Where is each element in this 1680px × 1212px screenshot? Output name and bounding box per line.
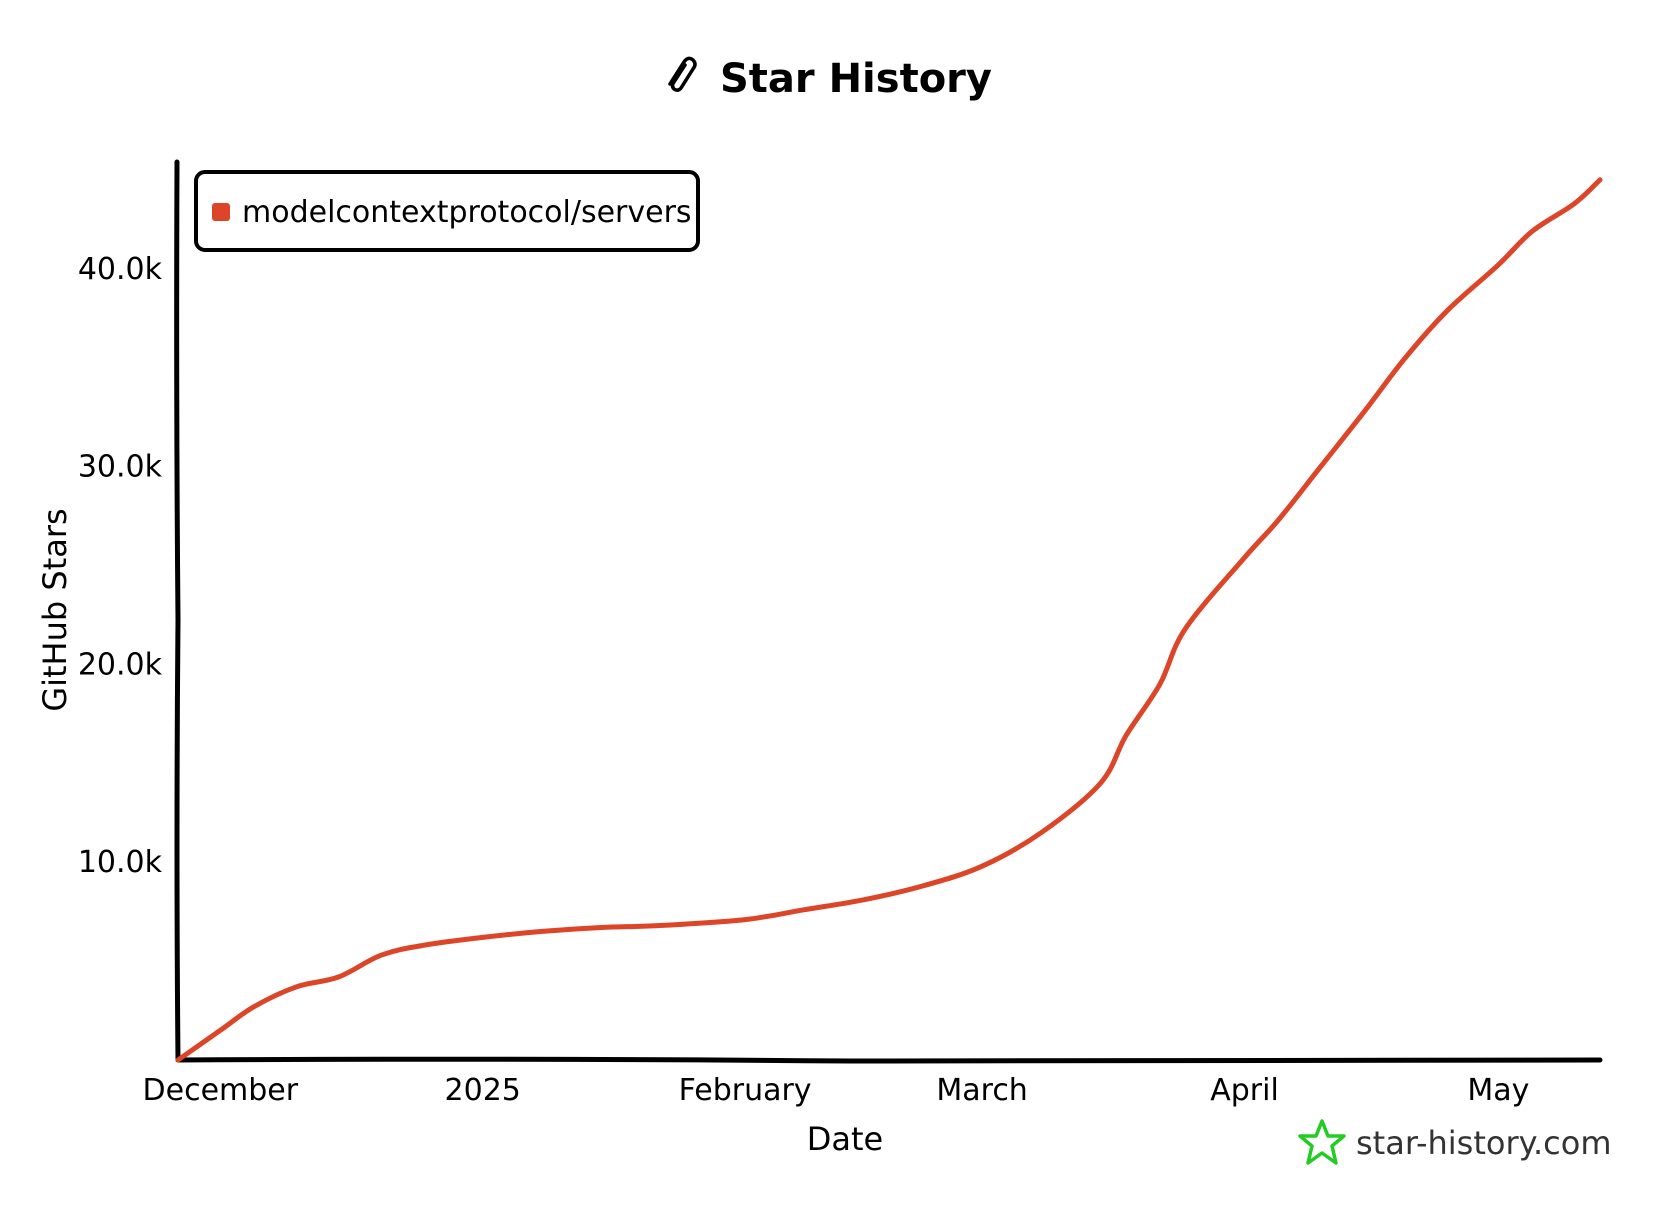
x-tick-label: February: [679, 1073, 812, 1108]
watermark-text: star-history.com: [1356, 1124, 1612, 1162]
x-tick-label: March: [936, 1073, 1027, 1108]
x-axis-line: [175, 1056, 1603, 1064]
x-tick-label: 2025: [445, 1073, 521, 1108]
x-tick-label: December: [143, 1073, 299, 1108]
x-axis-label: Date: [807, 1120, 883, 1158]
y-axis-label: GitHub Stars: [36, 508, 74, 711]
x-tick-label: May: [1467, 1073, 1529, 1108]
watermark: star-history.com: [1298, 1119, 1612, 1165]
y-tick-label: 10.0k: [78, 845, 163, 880]
star-outline-icon: [1298, 1119, 1346, 1165]
legend-swatch: [212, 203, 230, 221]
y-tick-label: 20.0k: [78, 647, 163, 682]
legend: modelcontextprotocol/servers: [194, 170, 700, 252]
x-tick-label: April: [1210, 1073, 1279, 1108]
chart-title: Star History: [720, 56, 992, 102]
title-icon: [668, 56, 697, 93]
series-line: [175, 177, 1603, 1063]
x-ticks: December 2025 February March April May: [143, 1073, 1530, 1108]
legend-label: modelcontextprotocol/servers: [242, 195, 692, 230]
y-tick-label: 40.0k: [78, 252, 163, 287]
y-ticks: 10.0k 20.0k 30.0k 40.0k: [78, 252, 163, 880]
y-axis-line: [174, 159, 181, 1063]
y-tick-label: 30.0k: [78, 450, 163, 485]
legend-box: [194, 170, 700, 252]
